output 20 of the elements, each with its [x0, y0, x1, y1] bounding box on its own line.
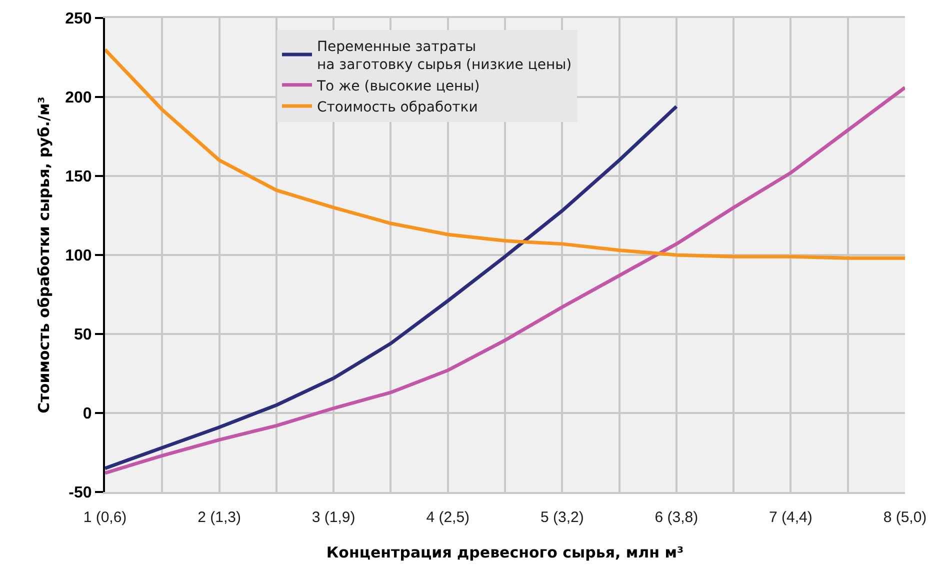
legend-label: Переменные затраты на заготовку сырья (низкие цены): [317, 38, 572, 74]
x-tick-label: 8 (5,0): [883, 509, 927, 526]
x-axis-title: Концентрация древесного сырья, млн м³: [326, 544, 684, 562]
x-tick-label: 7 (4,4): [769, 509, 812, 526]
y-tick-label: 100: [65, 248, 92, 265]
x-tick-label: 6 (3,8): [654, 509, 698, 526]
x-tick-label: 3 (1,9): [312, 509, 356, 526]
y-tick-label: -50: [68, 484, 92, 502]
y-tick-label: 250: [65, 10, 92, 28]
x-tick-label: 2 (1,3): [198, 509, 241, 526]
x-tick-label: 1 (0,6): [83, 509, 127, 526]
y-tick-label: 150: [65, 168, 92, 186]
x-tick-label: 4 (2,5): [426, 509, 470, 526]
x-tick-label: 5 (3,2): [540, 509, 584, 526]
y-axis-title: Стоимость обработки сырья, руб./м³: [34, 96, 53, 414]
legend-label: Стоимость обработки: [317, 100, 478, 116]
y-tick-label: 0: [82, 406, 92, 423]
legend-label: То же (высокие цены): [316, 78, 480, 94]
y-tick-label: 200: [65, 90, 92, 107]
y-tick-label: 50: [74, 326, 92, 344]
